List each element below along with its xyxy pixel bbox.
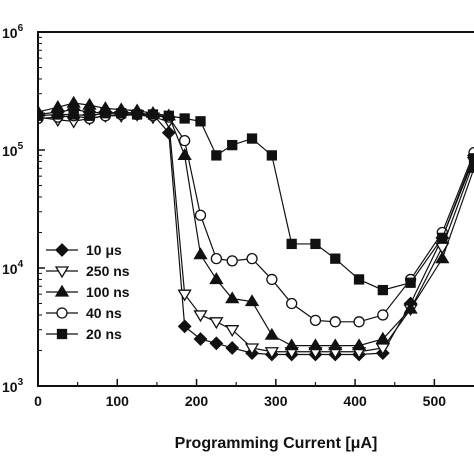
legend-label: 40 ns: [86, 305, 122, 321]
series-5: [38, 108, 474, 296]
legend-marker: [54, 284, 70, 297]
data-point: [225, 341, 240, 355]
data-point: [353, 274, 365, 285]
data-point: [211, 150, 222, 161]
data-point: [52, 109, 63, 120]
legend-label: 20 ns: [86, 326, 122, 342]
data-point: [68, 109, 79, 120]
y-tick-label: 104: [2, 259, 24, 277]
data-point: [177, 289, 192, 302]
data-point: [84, 110, 95, 121]
data-point: [179, 135, 191, 147]
x-axis-title: Programming Current [μA]: [175, 435, 378, 452]
legend: 10 μs 250 ns 100 ns 40 ns 20 ns: [46, 242, 130, 342]
data-point: [195, 116, 206, 127]
data-point: [375, 343, 390, 356]
data-point: [468, 153, 474, 164]
data-point: [193, 247, 208, 260]
data-point: [310, 238, 321, 250]
data-point: [329, 316, 341, 328]
data-point: [405, 277, 416, 288]
data-point: [38, 110, 44, 121]
data-point: [147, 109, 159, 120]
data-point: [193, 332, 208, 346]
data-point: [209, 272, 224, 285]
data-point: [309, 314, 322, 327]
data-point: [82, 97, 97, 110]
data-point: [286, 297, 298, 310]
data-point: [330, 253, 341, 264]
data-point: [435, 242, 450, 255]
data-point: [163, 110, 174, 121]
data-point: [264, 347, 280, 360]
data-point: [308, 338, 323, 351]
data-point: [437, 232, 448, 244]
data-point: [116, 108, 127, 119]
data-point: [266, 273, 278, 286]
data-point: [328, 338, 343, 351]
data-point: [353, 316, 365, 328]
ticks-layer: [37, 31, 436, 387]
legend-marker: [56, 328, 68, 340]
data-point: [264, 327, 280, 340]
data-point: [210, 253, 223, 265]
legend-marker: [54, 266, 70, 279]
x-tick-label: 400: [343, 393, 367, 409]
data-point: [225, 325, 240, 337]
legend-label: 250 ns: [86, 263, 130, 279]
data-point: [179, 113, 190, 124]
data-point: [377, 309, 389, 321]
data-point: [194, 209, 207, 221]
data-point: [209, 336, 224, 351]
data-point: [351, 338, 367, 351]
x-tick-label: 500: [423, 393, 447, 409]
data-point: [66, 95, 81, 108]
data-point: [226, 255, 238, 267]
plot-frame: [37, 31, 474, 387]
data-point: [375, 331, 390, 344]
data-point: [403, 301, 418, 314]
data-point: [177, 319, 192, 334]
data-point: [435, 251, 450, 264]
data-point: [209, 317, 224, 330]
data-point: [131, 109, 143, 120]
x-tick-label: 100: [106, 393, 130, 409]
data-point: [246, 253, 258, 265]
legend-item: 100 ns: [46, 284, 130, 300]
legend-item: 40 ns: [46, 305, 122, 321]
data-point: [161, 125, 176, 140]
data-point: [225, 291, 240, 304]
data-point: [244, 343, 260, 356]
data-point: [193, 310, 208, 323]
x-tick-label: 0: [34, 393, 42, 409]
legend-label: 100 ns: [86, 284, 130, 300]
legend-label: 10 μs: [86, 242, 122, 258]
y-tick-label: 106: [2, 23, 24, 41]
legend-item: 20 ns: [46, 326, 122, 342]
data-point: [286, 238, 297, 250]
data-point: [244, 294, 260, 307]
data-point: [100, 108, 111, 119]
x-tick-label: 300: [264, 393, 288, 409]
y-tick-label: 105: [2, 141, 24, 159]
legend-item: 250 ns: [46, 263, 130, 279]
data-point: [377, 284, 388, 296]
legend-marker: [56, 307, 68, 319]
legend-item: 10 μs: [46, 242, 122, 258]
legend-marker: [55, 243, 69, 257]
data-point: [284, 338, 299, 351]
data-point: [266, 150, 278, 161]
x-tick-label: 200: [185, 393, 209, 409]
series-layer: [38, 95, 474, 362]
data-point: [246, 133, 258, 144]
y-tick-label: 103: [2, 377, 24, 395]
data-point: [227, 139, 238, 151]
